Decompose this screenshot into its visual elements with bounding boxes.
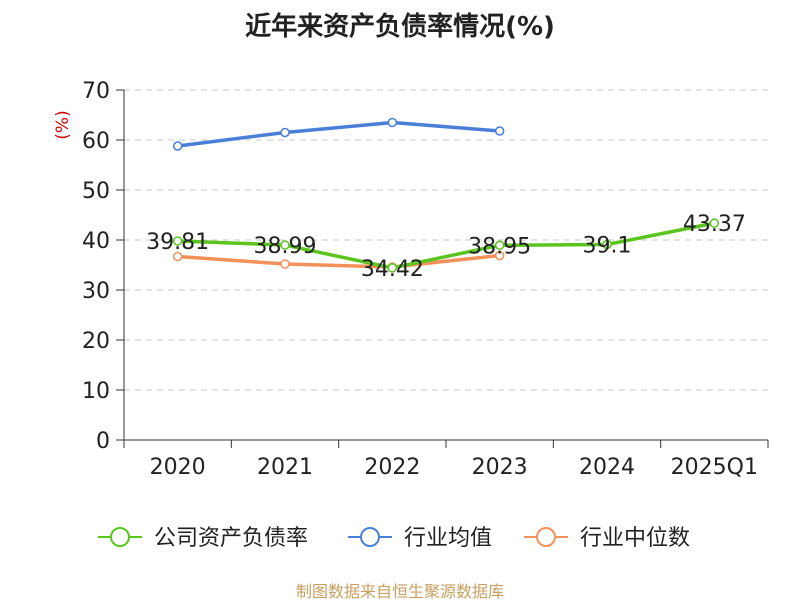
x-tick-label: 2023 [472,455,528,480]
legend-label: 行业均值 [404,526,492,551]
x-tick-label: 2021 [257,455,313,480]
data-point [387,117,398,128]
y-tick-label: 20 [82,329,110,354]
data-point [494,126,505,136]
data-point [602,239,612,250]
data-point [280,127,290,138]
data-point [387,263,398,273]
legend-marker [110,527,130,547]
series-line-0 [175,221,717,270]
data-point [494,240,505,250]
y-tick-label: 30 [82,279,110,304]
data-label: 43.37 [683,212,746,237]
data-point [172,236,183,246]
y-tick-label: 50 [82,179,110,204]
legend-marker [536,527,556,547]
series-line-1 [175,120,502,148]
series-lines [172,117,720,273]
legend: 公司资产负债率 行业均值 行业中位数 [98,526,690,551]
data-label: 38.95 [468,234,531,259]
data-label: 39.81 [146,230,209,255]
data-point [280,259,290,269]
x-tick-label: 2024 [579,455,635,480]
y-tick-label: 40 [82,229,110,254]
data-point [172,141,183,151]
data-point [709,218,720,228]
axes: 0 10 20 30 40 50 60 70 2020 2021 2022 2023 2024 2025Q… [53,79,769,480]
y-tick-label: 0 [96,429,110,454]
x-tick-label: 2022 [364,455,420,480]
x-tick-label: 2020 [150,455,206,480]
data-point [172,251,183,262]
y-axis-label: (%) [53,110,73,139]
x-tick-label: 2025Q1 [671,455,758,480]
data-point [494,250,505,261]
data-label: 39.1 [583,234,632,259]
grid-lines [124,89,768,391]
legend-marker [360,527,380,547]
series-line-2 [175,253,502,269]
legend-label: 行业中位数 [580,526,690,551]
data-labels: 39.81 38.99 34.42 38.95 39.1 43.37 [146,212,746,282]
source-note: 制图数据来自恒生聚源数据库 [295,582,504,601]
data-point [280,240,290,250]
y-tick-label: 10 [82,379,110,404]
chart-title: 近年来资产负债率情况(%) [245,12,555,42]
y-tick-label: 70 [82,79,110,104]
data-label: 38.99 [254,234,317,259]
legend-label: 公司资产负债率 [154,526,308,551]
y-tick-label: 60 [82,129,110,154]
data-label: 34.42 [361,257,424,282]
